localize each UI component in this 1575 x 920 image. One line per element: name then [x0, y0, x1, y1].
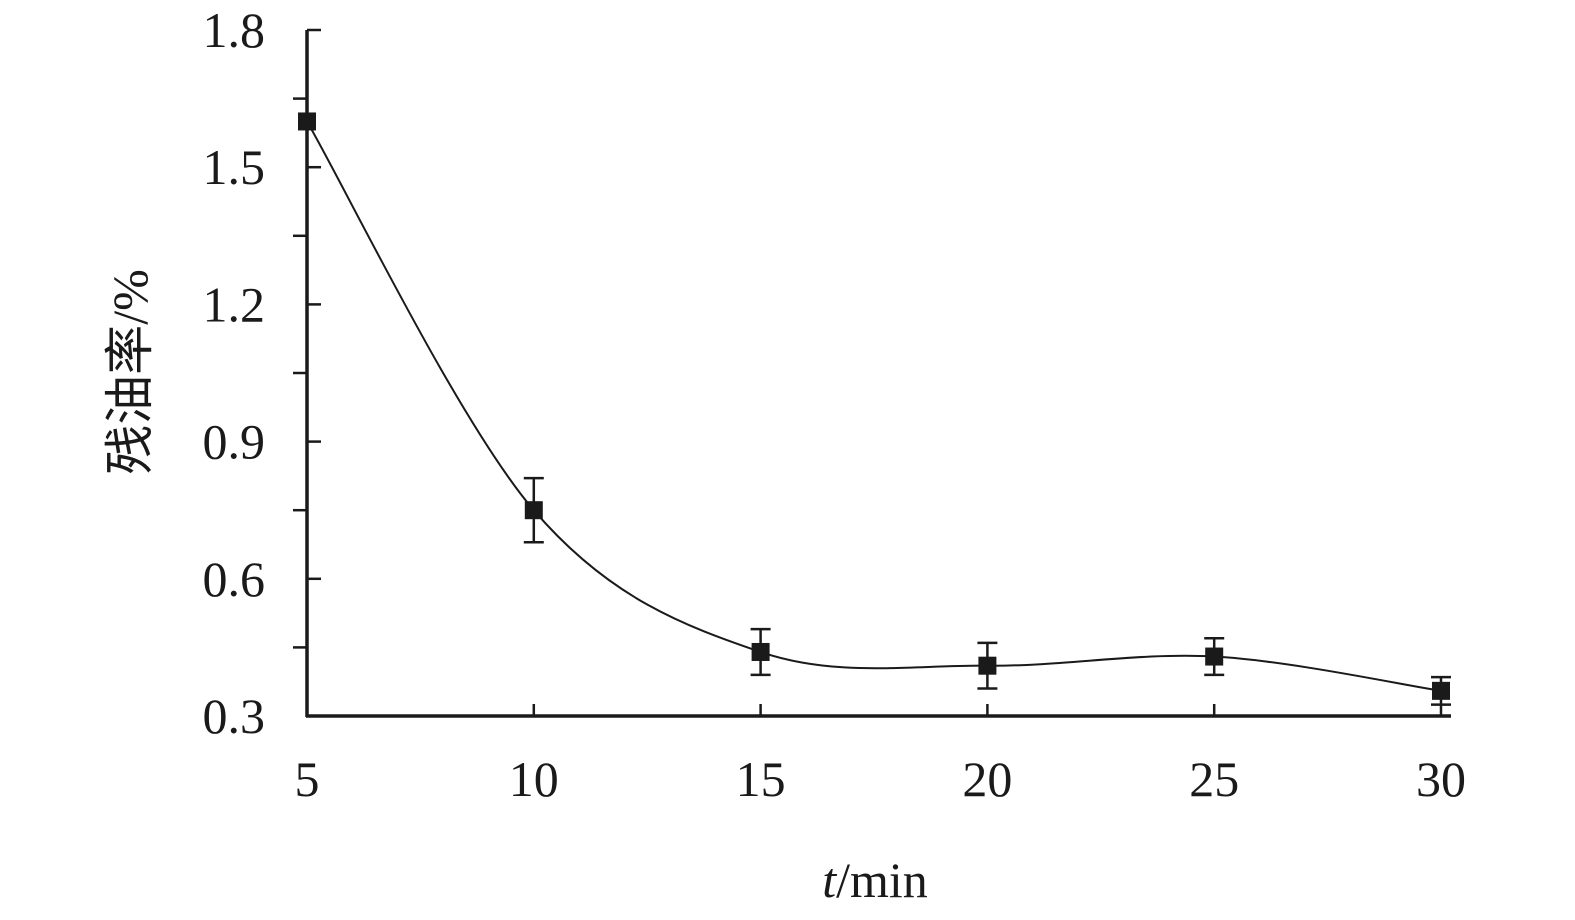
x-tick-label: 20	[962, 751, 1012, 807]
data-point	[524, 501, 543, 520]
x-tick-label: 5	[295, 751, 320, 807]
y-tick-label: 1.5	[203, 139, 266, 195]
y-tick-label: 0.9	[203, 414, 266, 470]
data-point	[1432, 681, 1450, 700]
y-axis-title: 残油率/%	[102, 269, 158, 475]
data-point	[751, 642, 770, 661]
y-tick-label: 1.2	[203, 276, 266, 332]
data-markers	[298, 112, 1450, 700]
y-tick-label: 0.6	[203, 551, 266, 607]
x-axis-title-unit: /min	[836, 852, 928, 908]
x-axis-title: t/min	[822, 852, 928, 908]
data-point	[978, 656, 997, 675]
x-tick-label: 15	[736, 751, 786, 807]
y-tick-label: 0.3	[203, 688, 266, 744]
x-axis-title-variable: t	[822, 852, 837, 908]
data-point	[1205, 647, 1224, 666]
y-ticks: 0.3 0.6 0.9 1.2 1.5 1.8	[203, 2, 321, 744]
x-ticks: 5 10 15 20 25 30	[295, 704, 1466, 807]
series-line	[306, 120, 1442, 692]
error-bars	[523, 476, 1451, 706]
x-tick-label: 30	[1416, 751, 1466, 807]
x-tick-label: 25	[1189, 751, 1239, 807]
y-tick-label: 1.8	[203, 2, 266, 58]
x-tick-label: 10	[509, 751, 559, 807]
